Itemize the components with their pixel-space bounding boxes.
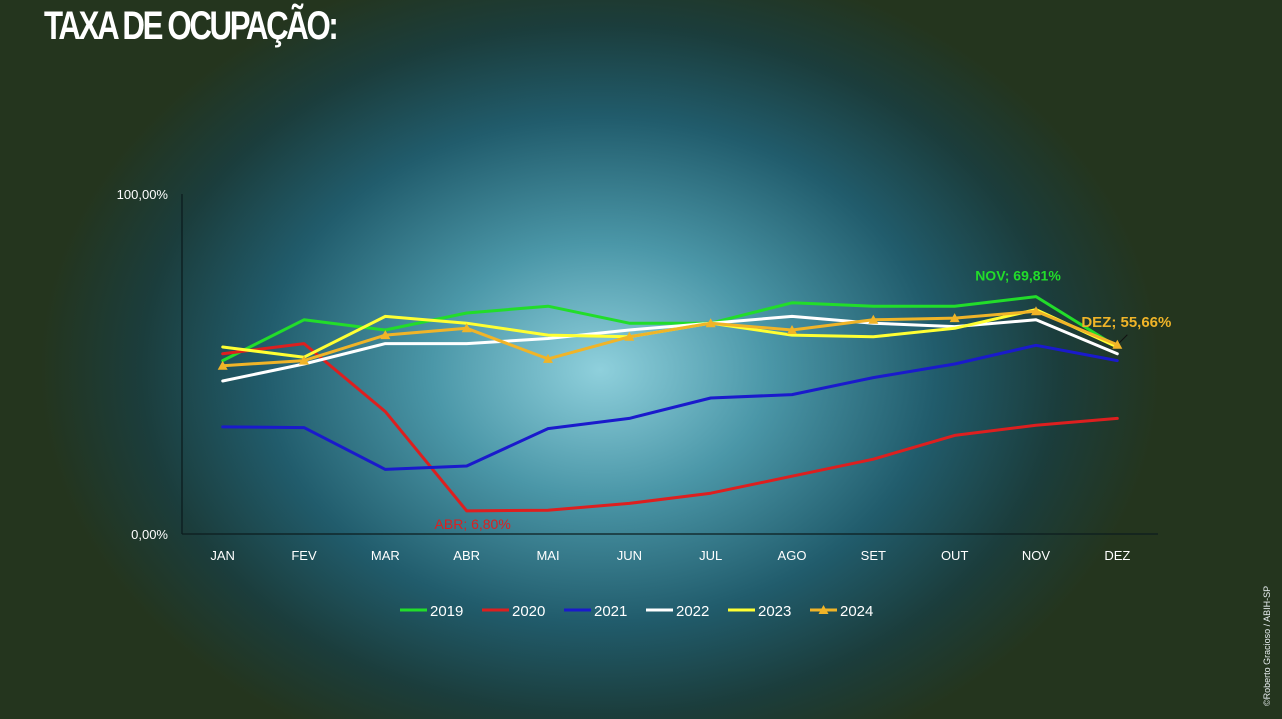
x-tick-label: JAN xyxy=(210,548,235,563)
legend-label-2022[interactable]: 2022 xyxy=(676,603,709,620)
series-line-2021 xyxy=(221,343,1119,471)
annotation-leader-line xyxy=(1118,334,1128,344)
x-tick-label: ABR xyxy=(453,548,480,563)
chart-labels: NOV; 69,81% ABR; 6,80% DEZ; 55,66% xyxy=(435,268,1172,532)
x-tick-label: NOV xyxy=(1022,548,1051,563)
legend-label-2024[interactable]: 2024 xyxy=(840,603,873,620)
series-line-2020 xyxy=(221,342,1119,513)
series-marker-2024 xyxy=(543,353,553,363)
x-tick-label: OUT xyxy=(941,548,969,563)
chart-series xyxy=(217,295,1123,513)
series-marker-2024 xyxy=(299,355,309,365)
series-marker-2024 xyxy=(624,331,635,341)
annotation-label: DEZ; 55,66% xyxy=(1081,314,1171,331)
x-tick-label: MAI xyxy=(536,548,559,563)
series-marker-2024 xyxy=(380,330,391,340)
series-marker-2024 xyxy=(705,318,716,328)
annotation-label: ABR; 6,80% xyxy=(435,516,511,532)
x-tick-label: AGO xyxy=(778,548,807,563)
series-marker-2024 xyxy=(1112,339,1123,349)
y-tick-label: 100,00% xyxy=(117,187,169,202)
series-marker-2024 xyxy=(949,313,960,323)
annotation-label: NOV; 69,81% xyxy=(975,268,1061,284)
x-tick-label: SET xyxy=(861,548,886,563)
chart-axes: 0,00% 100,00% JAN FEV MAR ABR MAI JUN JUL AGO SET O… xyxy=(117,187,1158,563)
photo-credit: ©Roberto Gracioso / ABIH-SP xyxy=(1262,585,1272,706)
series-marker-2024 xyxy=(217,360,228,370)
legend-label-2021[interactable]: 2021 xyxy=(594,603,627,620)
x-tick-label: FEV xyxy=(291,548,317,563)
series-line-2024 xyxy=(221,309,1119,368)
legend-label-2019[interactable]: 2019 xyxy=(430,603,463,620)
legend-label-2023[interactable]: 2023 xyxy=(758,603,791,620)
series-marker-2024 xyxy=(868,314,879,324)
legend-marker-2024[interactable] xyxy=(818,605,829,614)
series-marker-2024 xyxy=(461,323,472,333)
series-marker-2024 xyxy=(787,325,797,334)
series-marker-2024 xyxy=(1031,306,1041,316)
x-tick-label: JUL xyxy=(699,548,722,563)
x-tick-label: MAR xyxy=(371,548,400,563)
chart-legend[interactable]: 2019 2020 2021 2022 2023 2024 xyxy=(400,603,873,620)
series-line-2019 xyxy=(221,295,1119,363)
legend-label-2020[interactable]: 2020 xyxy=(512,603,545,620)
x-tick-label: DEZ xyxy=(1104,548,1130,563)
y-tick-label: 0,00% xyxy=(131,527,168,542)
x-tick-label: JUN xyxy=(617,548,642,563)
page-title: TAXA DE OCUPAÇÃO: xyxy=(44,4,339,48)
